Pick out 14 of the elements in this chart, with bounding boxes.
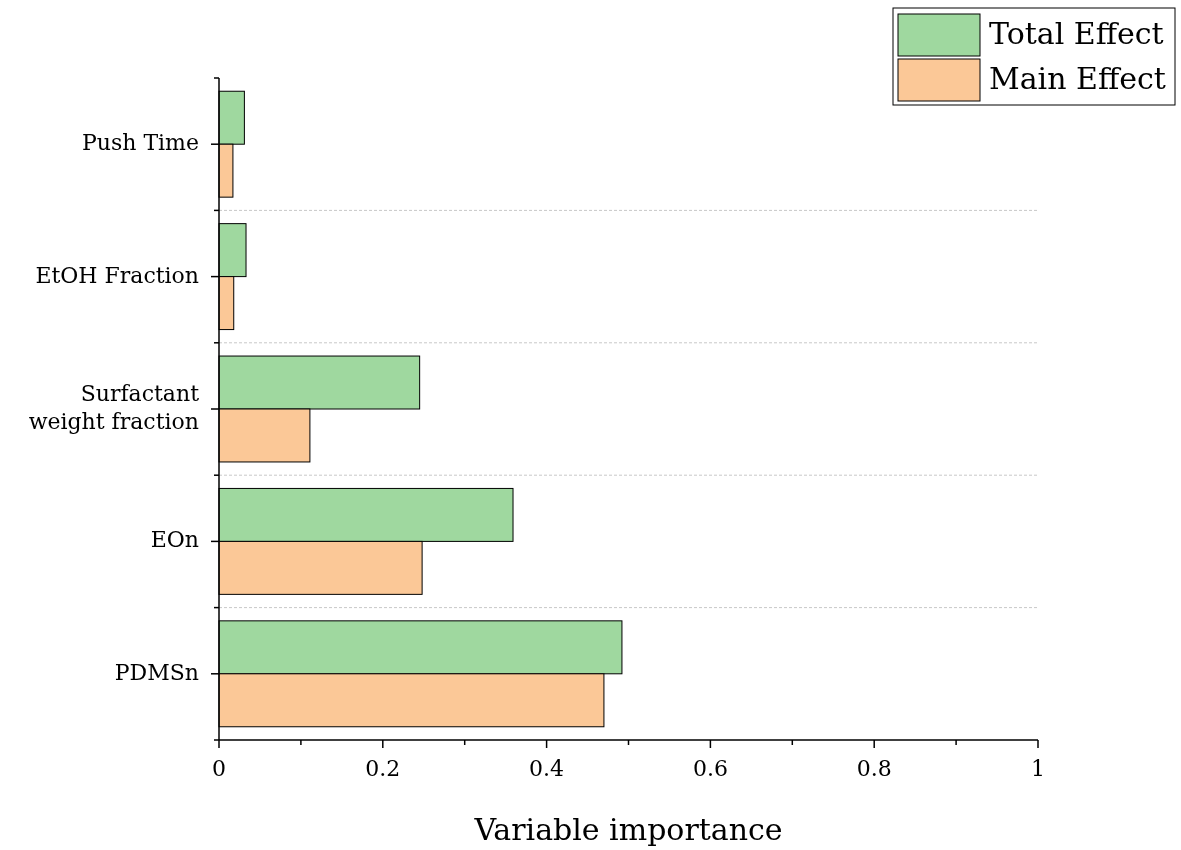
y-tick-label: PDMSn (114, 659, 199, 685)
legend-label: Total Effect (989, 16, 1164, 51)
x-axis-title: Variable importance (473, 812, 783, 847)
x-tick-label: 1 (1031, 756, 1045, 781)
y-tick-label: EOn (150, 527, 199, 553)
x-tick-label: 0 (212, 756, 226, 781)
x-tick-label: 0.4 (529, 756, 565, 781)
x-tick-label: 0.8 (856, 756, 892, 781)
x-tick-label: 0.2 (365, 756, 401, 781)
y-tick-label: Surfactant weight fraction (28, 381, 200, 434)
legend-label: Main Effect (989, 61, 1166, 96)
y-tick-label: EtOH Fraction (35, 262, 199, 288)
y-tick-label: Push Time (81, 130, 199, 156)
x-tick-label: 0.6 (692, 756, 728, 781)
